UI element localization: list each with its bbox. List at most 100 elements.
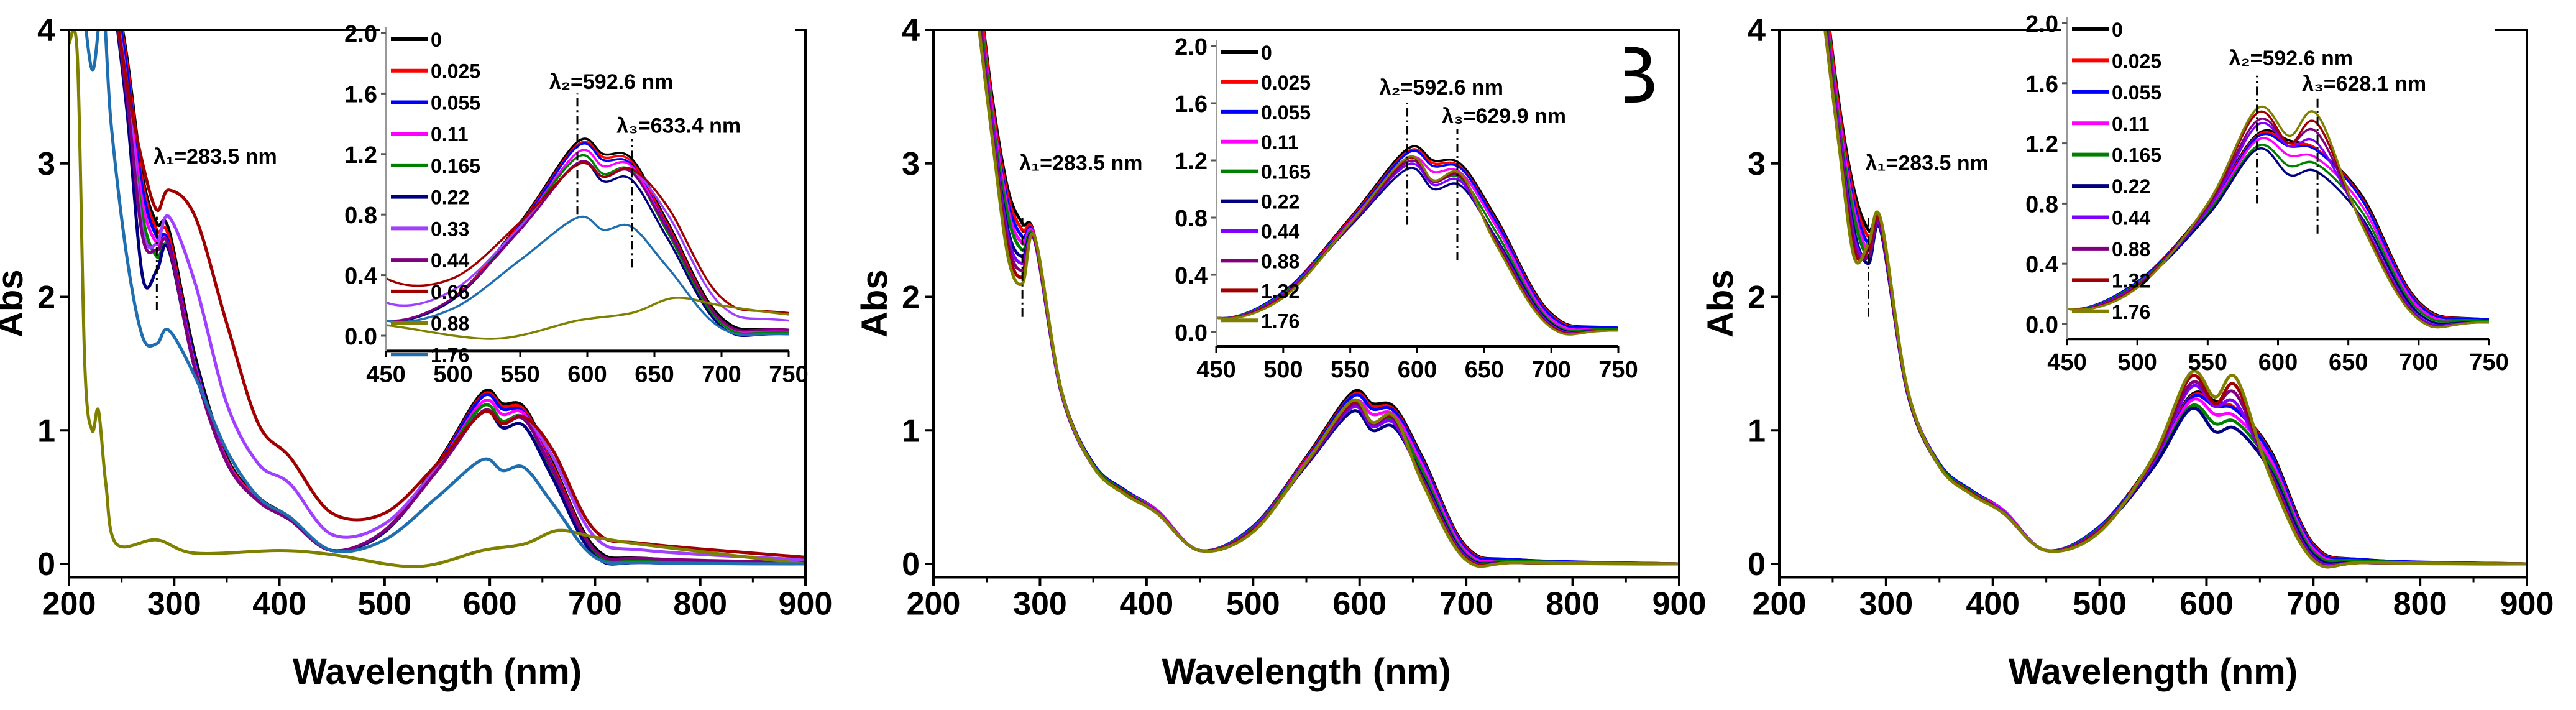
- legend-label: 1.76: [1261, 310, 1299, 332]
- legend-label: 0: [2112, 19, 2123, 41]
- legend-item: 0.165: [1221, 161, 1311, 183]
- legend-item: 0.44: [1221, 221, 1299, 243]
- inset-x-tick-label: 750: [2469, 349, 2508, 376]
- legend: 0 0.025 0.055 0.11 0.165 0.22 0.44 0.88 1.32 1.76: [1221, 42, 1311, 332]
- x-tick-label: 700: [568, 586, 622, 622]
- legend-label: 0.33: [431, 218, 469, 240]
- legend-item: 0.88: [391, 313, 469, 335]
- legend-item: 0.055: [2072, 81, 2161, 104]
- panel-B: 200 300 400 500 600 700 800 900 0 1 2 3 4 Wavelength …: [855, 12, 1707, 692]
- y-tick-label: 3: [902, 146, 920, 182]
- legend-label: 0.165: [2112, 144, 2161, 167]
- y-tick-label: 2: [1748, 280, 1766, 316]
- legend-label: 1.32: [2112, 269, 2150, 292]
- x-axis-title: Wavelength (nm): [293, 652, 582, 692]
- inset: 450 500 550 600 650 700 750 0.0 0.4 0.8 1.2 1.6 2.0 0…: [2025, 11, 2509, 376]
- y-tick-label: 4: [1748, 12, 1766, 48]
- legend-item: 0.22: [391, 187, 469, 209]
- inset: 450 500 550 600 650 700 750 0.0 0.4 0.8 1.2 1.6 2.0 0…: [1175, 34, 1638, 383]
- legend-label: 0.44: [431, 249, 469, 272]
- x-tick-label: 700: [2286, 586, 2340, 622]
- y-tick-label: 1: [1748, 413, 1766, 449]
- x-tick-label: 200: [1753, 586, 1807, 622]
- x-tick-label: 200: [42, 586, 96, 622]
- inset-y-tick-label: 2.0: [1175, 34, 1208, 60]
- x-tick-label: 900: [1652, 586, 1707, 622]
- x-tick-label: 600: [2180, 586, 2234, 622]
- inset-series-line-0.33: [386, 160, 789, 322]
- inset-x-tick-label: 650: [1465, 357, 1504, 383]
- inset-x-tick-label: 700: [1531, 357, 1570, 383]
- legend-label: 0.165: [431, 155, 480, 177]
- inset-x-tick-label: 500: [1263, 357, 1303, 383]
- inset-y-tick-label: 0.4: [1175, 263, 1208, 289]
- inset-series-line-0.22: [2067, 147, 2489, 325]
- legend-label: 0.025: [2112, 50, 2161, 72]
- legend-item: 0.025: [1221, 71, 1311, 94]
- legend-label: 1.76: [431, 344, 469, 366]
- inset-y-tick-label: 2.0: [2025, 11, 2058, 37]
- lambda1-annotation: λ₁=283.5 nm: [1866, 151, 1989, 175]
- x-tick-label: 300: [1013, 586, 1067, 622]
- inset-y-tick-label: 0.0: [344, 324, 377, 350]
- legend-label: 0.22: [1261, 191, 1299, 213]
- legend-label: 1.76: [2112, 301, 2150, 323]
- inset-series-line-0.165: [1216, 159, 1618, 332]
- x-tick-label: 300: [147, 586, 201, 622]
- legend-item: 0.11: [2072, 113, 2150, 135]
- legend-item: 0.88: [2072, 238, 2150, 260]
- lambda3-annotation: λ₃=633.4 nm: [616, 114, 741, 138]
- y-tick-label: 2: [37, 280, 55, 316]
- legend-label: 0.88: [1261, 250, 1299, 272]
- legend-item: 0.44: [2072, 207, 2150, 229]
- inset-series-line-0.165: [2067, 144, 2489, 323]
- lambda2-annotation: λ₂=592.6 nm: [2229, 47, 2353, 70]
- y-tick-label: 0: [1748, 546, 1766, 583]
- legend-label: 0: [1261, 42, 1272, 64]
- inset-x-tick-label: 500: [433, 361, 472, 387]
- legend-label: 0.055: [1261, 101, 1311, 124]
- x-tick-label: 800: [2393, 586, 2447, 622]
- legend-item: 0: [391, 29, 442, 51]
- inset-x-tick-label: 650: [2329, 349, 2368, 376]
- x-axis-title: Wavelength (nm): [1162, 652, 1451, 692]
- series-line-1.76: [1823, 30, 2527, 569]
- legend-label: 0.025: [1261, 71, 1311, 94]
- y-tick-label: 2: [902, 280, 920, 316]
- series-line-0.88: [69, 30, 805, 568]
- y-tick-label: 1: [902, 413, 920, 449]
- inset-x-tick-label: 750: [769, 361, 808, 387]
- legend-label: 0.44: [1261, 221, 1299, 243]
- legend-item: 0.11: [391, 123, 469, 145]
- inset-x-tick-label: 700: [2399, 349, 2438, 376]
- panel-C: 200 300 400 500 600 700 800 900 0 1 2 3 4 Wavelength …: [1700, 11, 2554, 692]
- y-axis-title: Abs: [0, 269, 30, 338]
- inset-y-tick-label: 1.6: [344, 81, 377, 108]
- inset-series-line-0.055: [2067, 132, 2489, 321]
- main-curves: [1823, 30, 2527, 569]
- main-curves: [978, 30, 1679, 568]
- inset-x-tick-label: 600: [2258, 349, 2298, 376]
- y-axis-title: Abs: [855, 269, 895, 338]
- x-tick-label: 200: [907, 586, 961, 622]
- inset-series-line-0.11: [1216, 155, 1618, 331]
- series-line-1.76: [85, 30, 805, 566]
- inset-series-line-0.66: [386, 162, 789, 315]
- legend-label: 0.11: [1261, 131, 1299, 154]
- legend-item: 0.025: [2072, 50, 2161, 72]
- legend-label: 0.165: [1261, 161, 1311, 183]
- inset-x-tick-label: 550: [500, 361, 539, 387]
- inset-series-line-0.22: [386, 160, 789, 337]
- inset-x-tick-label: 550: [2188, 349, 2227, 376]
- legend-label: 0: [431, 29, 442, 51]
- inset-series-line-0.88: [386, 297, 789, 340]
- inset-series-line-0.22: [1216, 167, 1618, 333]
- legend-item: 1.76: [1221, 310, 1299, 332]
- x-tick-label: 800: [673, 586, 727, 622]
- main-curves: [69, 30, 805, 568]
- inset-y-tick-label: 0.0: [1175, 320, 1208, 346]
- legend-item: 0.44: [391, 249, 469, 272]
- legend-label: 0.025: [431, 60, 480, 83]
- legend-label: 0.88: [431, 313, 469, 335]
- x-tick-label: 400: [252, 586, 306, 622]
